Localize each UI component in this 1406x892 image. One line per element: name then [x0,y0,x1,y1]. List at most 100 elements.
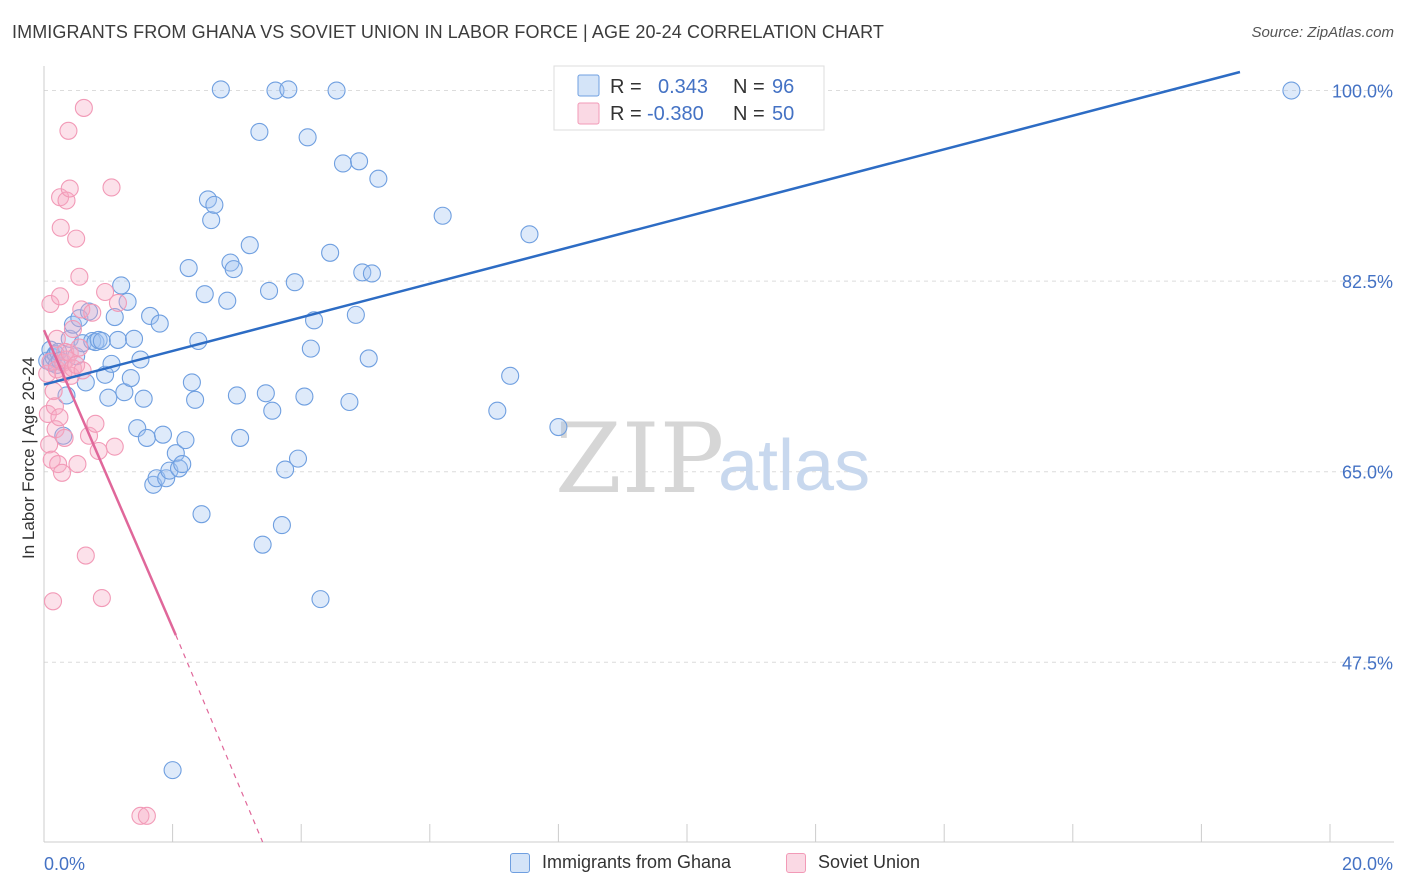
point-soviet-union [137,806,156,825]
point-ghana [256,384,275,403]
point-ghana [128,419,147,438]
point-ghana [266,81,285,100]
point-ghana [327,81,346,100]
point-ghana [301,339,320,358]
point-ghana [173,455,192,474]
point-ghana [501,366,520,385]
point-soviet-union [68,455,87,474]
legend-n-value-soviet: 50 [772,103,794,125]
point-soviet-union [51,287,70,306]
point-ghana [433,206,452,225]
point-ghana [295,387,314,406]
point-ghana [176,431,195,450]
legend-n-value-ghana: 96 [772,76,794,98]
point-soviet-union [105,437,124,456]
axes [43,66,1394,843]
point-ghana [121,368,140,388]
point-soviet-union [45,397,64,416]
point-ghana [63,315,82,334]
point-ghana [1282,81,1301,100]
point-ghana [150,314,169,333]
legend-r-label-soviet: R = [610,103,642,125]
point-soviet-union [72,300,91,319]
point-ghana [182,373,201,392]
point-soviet-union [76,546,95,565]
point-ghana [285,273,304,292]
y-tick-label: 65.0% [1342,463,1393,483]
point-ghana [350,152,369,171]
chart-title: IMMIGRANTS FROM GHANA VS SOVIET UNION IN… [12,22,885,42]
point-ghana [102,354,121,373]
point-soviet-union [70,338,89,357]
point-ghana [520,225,539,244]
point-ghana [353,263,372,282]
point-soviet-union [108,293,127,312]
point-soviet-union [92,588,111,608]
point-ghana [263,401,282,420]
point-ghana [488,401,507,420]
point-ghana [134,389,153,408]
point-ghana [186,390,205,409]
point-soviet-union [59,121,78,140]
point-ghana [311,590,330,609]
watermark-atlas: atlas [718,426,870,506]
legend-swatch [786,852,806,873]
point-soviet-union [50,408,69,427]
bottom-legend: Immigrants from Ghana Soviet Union [0,852,1406,878]
trend-line-extension-soviet-union [175,634,264,843]
legend-item-soviet[interactable]: Soviet Union [786,852,920,873]
point-ghana [137,428,156,447]
legend-n-label-soviet: N = [733,103,765,125]
x-tick-label: 20.0% [1342,854,1393,874]
point-ghana [224,260,243,279]
watermark: ZIP atlas [555,403,870,515]
point-ghana [346,305,365,324]
point-ghana [272,516,291,535]
point-soviet-union [83,303,102,322]
legend-r-value-ghana: 0.343 [658,76,708,98]
point-ghana [250,122,269,141]
point-soviet-union [57,191,76,210]
point-soviet-union [38,364,57,383]
point-ghana [108,330,127,349]
point-ghana [112,276,131,295]
y-tick-label: 100.0% [1332,82,1393,102]
y-tick-label: 82.5% [1342,272,1393,292]
point-soviet-union [40,435,59,454]
point-ghana [298,128,317,147]
point-soviet-union [63,319,82,339]
legend-r-value-soviet: -0.380 [647,103,704,125]
x-tick-label: 0.0% [44,854,85,874]
point-soviet-union [96,282,115,302]
point-soviet-union [102,178,121,197]
point-soviet-union [67,229,86,248]
legend-r-label-ghana: R = [610,76,642,98]
point-ghana [86,333,105,352]
trend-line-ghana [43,70,1241,386]
correlation-legend: R = 0.343 N = 96 R = -0.380 N = 50 [553,65,825,131]
point-ghana [92,331,111,351]
point-soviet-union [52,463,72,482]
point-ghana [227,386,246,405]
point-soviet-union [44,382,63,401]
point-ghana [321,243,340,262]
legend-item-ghana[interactable]: Immigrants from Ghana [510,852,731,873]
point-soviet-union [38,404,57,424]
source-label: Source: ZipAtlas.com [1251,24,1394,41]
point-ghana [549,417,568,437]
trend-lines [42,70,1241,843]
point-ghana [259,281,279,300]
point-ghana [153,425,173,444]
point-soviet-union [41,294,60,314]
data-points [38,80,1301,825]
point-ghana [202,211,221,230]
point-ghana [231,428,250,447]
point-ghana [141,306,160,326]
point-ghana [276,460,295,479]
point-ghana [359,349,378,368]
point-ghana [163,761,182,780]
point-ghana [192,505,211,524]
y-tick-labels: 47.5% 65.0% 82.5% 100.0% [1332,82,1393,674]
point-ghana [362,264,381,283]
point-ghana [195,285,214,304]
